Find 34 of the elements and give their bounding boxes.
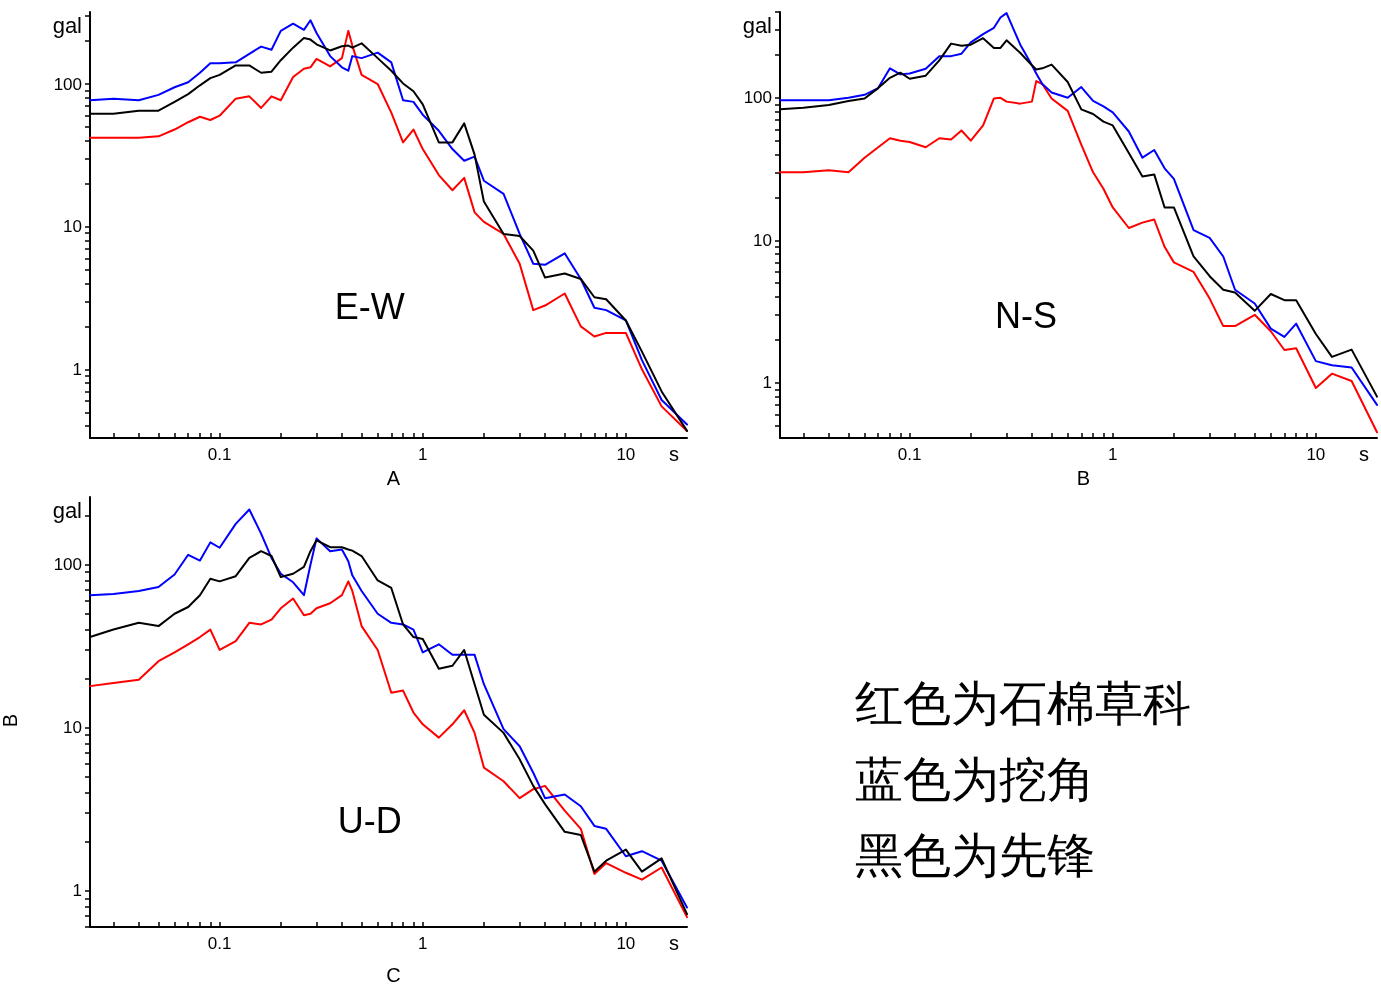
x-tick-label: 1 — [1108, 445, 1118, 464]
y-axis-title: gal — [742, 12, 772, 38]
y-tick-label: 100 — [53, 74, 82, 94]
y-tick-label: 10 — [63, 217, 82, 237]
text: 蓝色为挖角 — [855, 750, 1096, 809]
annotation: N-S — [994, 294, 1057, 336]
x-tick-label: 0.1 — [207, 445, 232, 464]
y-tick-label: 10 — [63, 718, 82, 738]
annotation: E-W — [334, 286, 405, 328]
text: B — [0, 713, 21, 728]
y-tick-label: 1 — [72, 881, 82, 901]
x-axis-title: s — [669, 443, 679, 465]
y-tick-label: 100 — [743, 88, 772, 108]
x-tick-label: 0.1 — [897, 445, 922, 464]
annotation: U-D — [337, 799, 402, 841]
y-tick-label: 1 — [72, 359, 82, 379]
x-tick-label: 1 — [418, 445, 428, 464]
text: 红色为石棉草科 — [855, 674, 1192, 733]
x-tick-label: 0.1 — [207, 934, 232, 953]
y-tick-label: 100 — [53, 555, 82, 575]
x-tick-label: 1 — [418, 934, 428, 953]
x-tick-label: 10 — [1306, 445, 1326, 464]
text: A — [386, 467, 401, 489]
y-axis-title: gal — [52, 497, 82, 523]
text: C — [386, 964, 401, 986]
text: 黑色为先锋 — [855, 826, 1096, 885]
x-axis-title: s — [669, 932, 679, 954]
text: B — [1076, 467, 1091, 489]
x-axis-title: s — [1359, 443, 1369, 465]
y-axis-title: gal — [52, 12, 82, 38]
y-tick-label: 1 — [762, 373, 772, 393]
x-tick-label: 10 — [616, 445, 636, 464]
y-tick-label: 10 — [753, 230, 772, 250]
x-tick-label: 10 — [616, 934, 636, 953]
